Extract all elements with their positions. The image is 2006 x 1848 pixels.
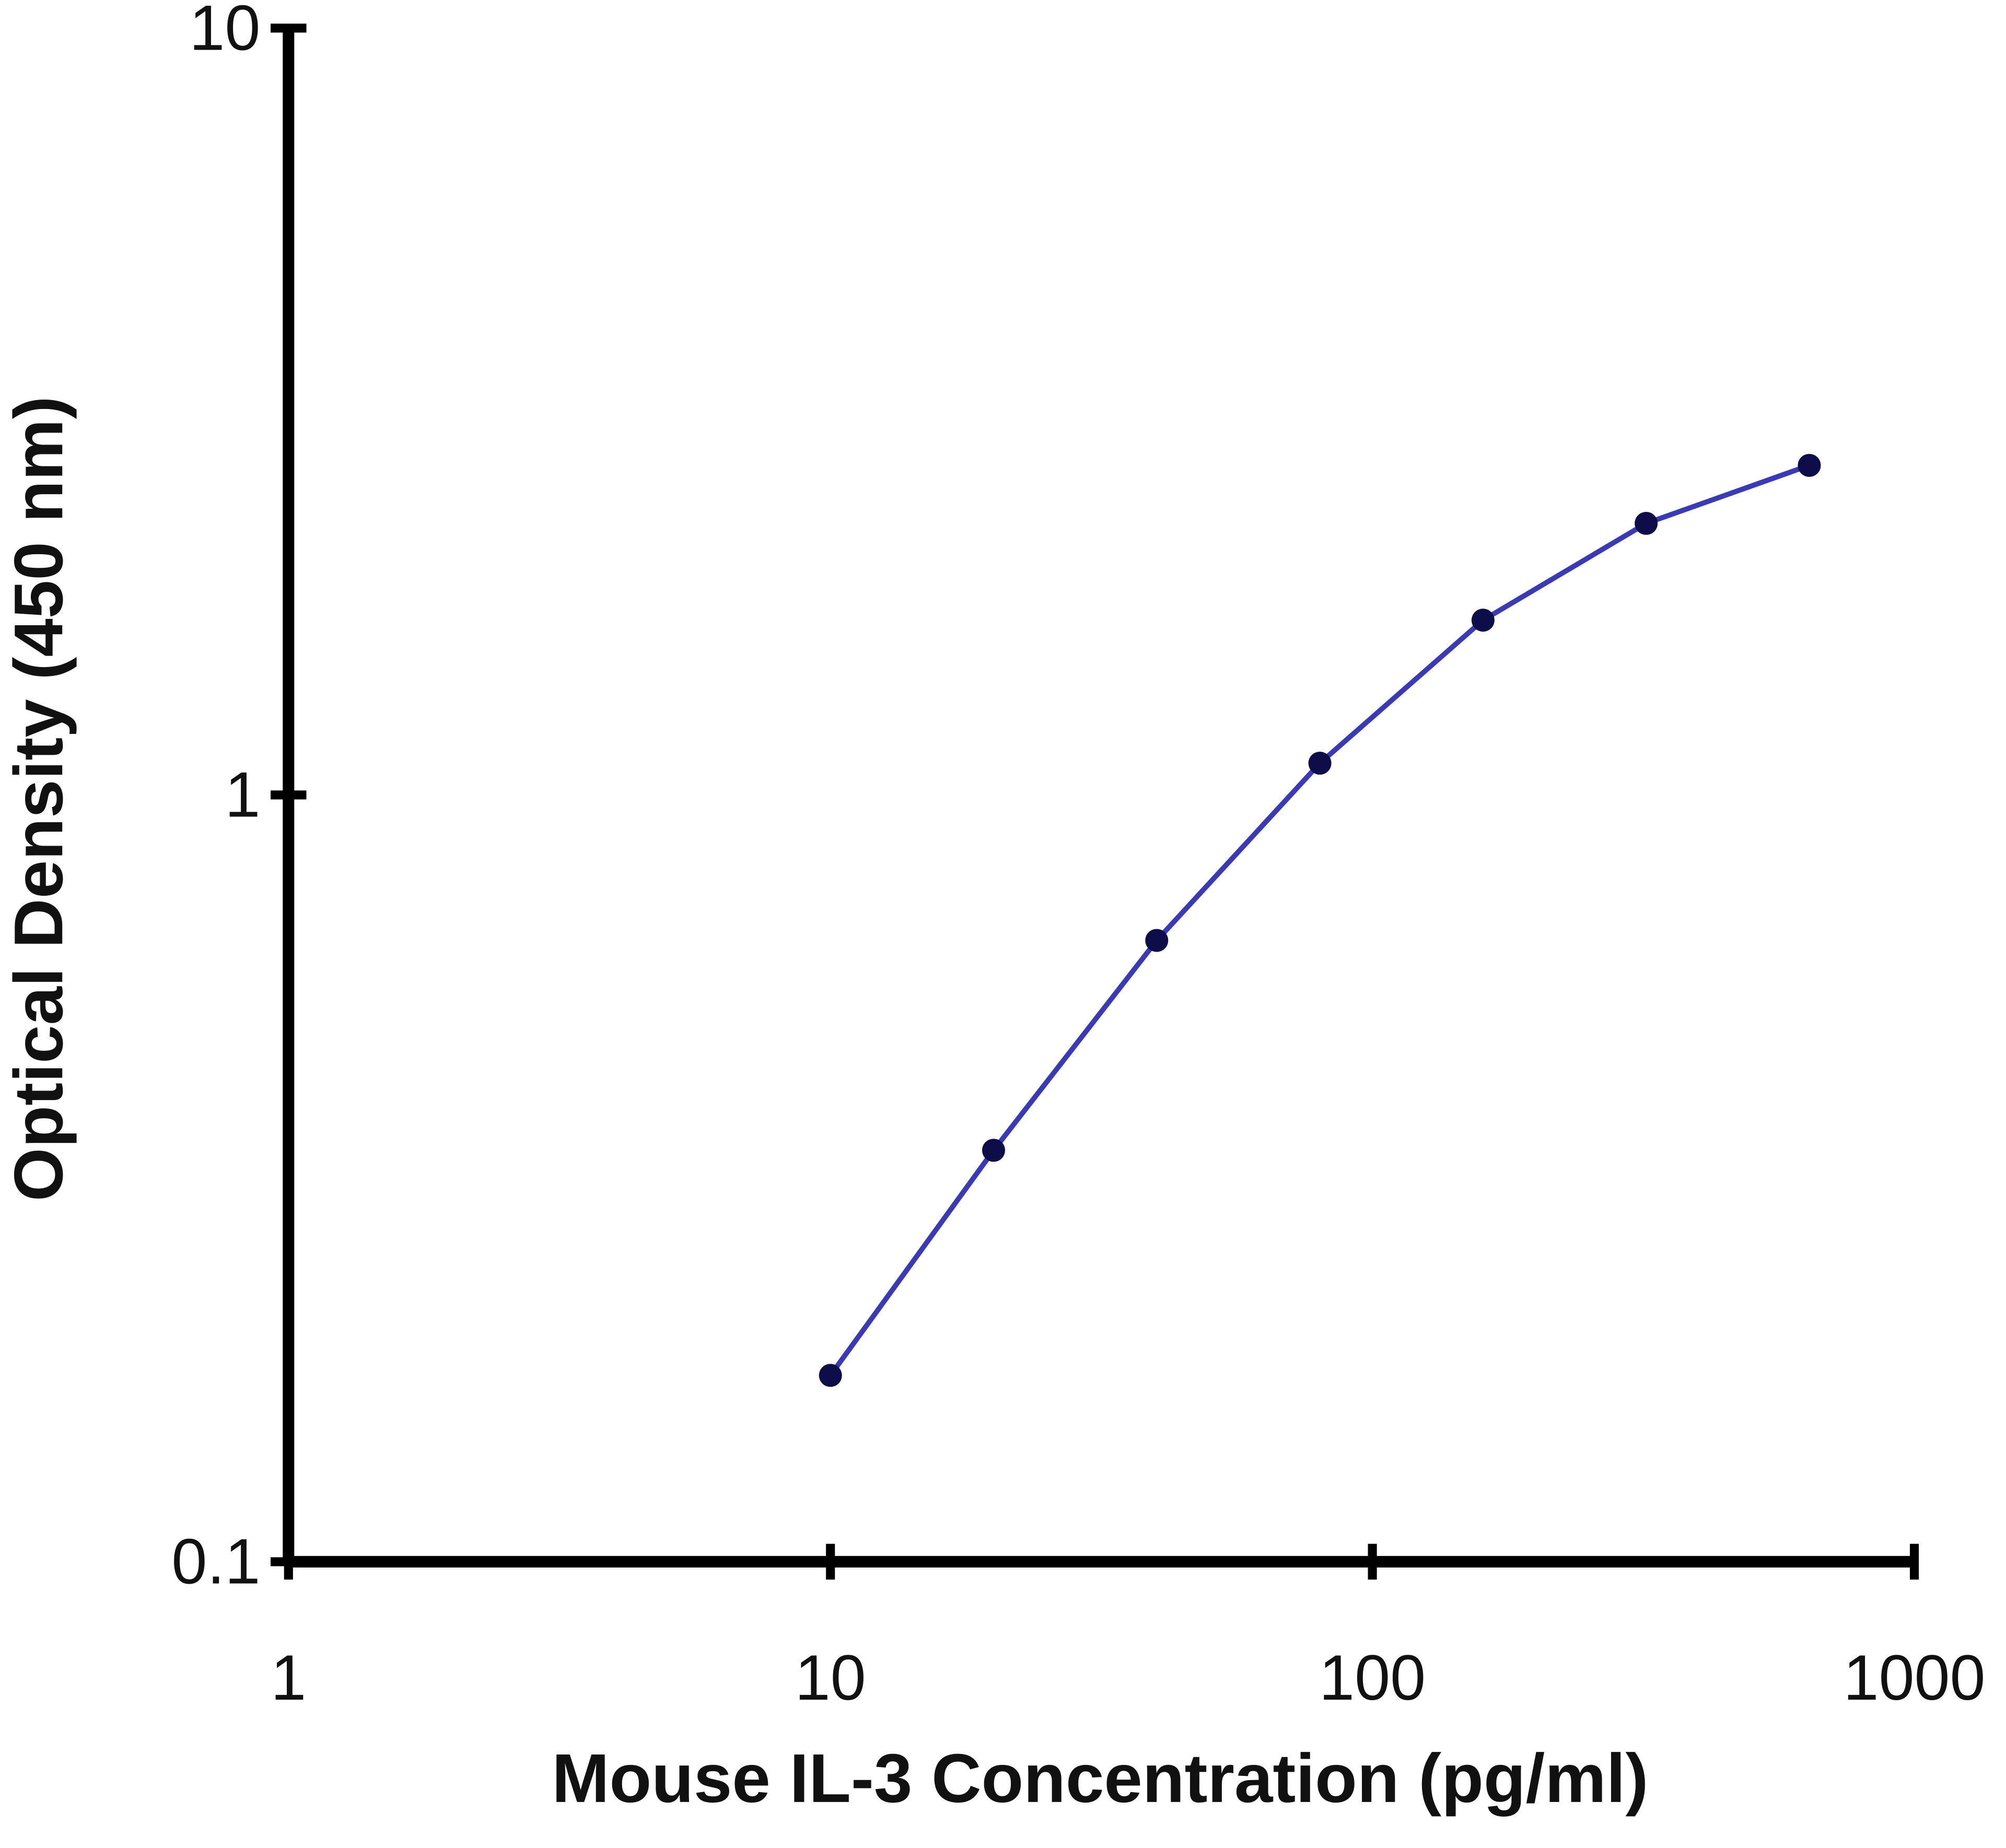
data-point [1798, 453, 1821, 477]
y-axis-title: Optical Density (450 nm) [0, 396, 77, 1201]
data-point [982, 1139, 1006, 1162]
x-axis-title: Mouse IL-3 Concentration (pg/ml) [552, 1739, 1648, 1817]
data-point [1471, 609, 1495, 632]
y-tick-label: 0.1 [171, 1526, 260, 1597]
x-tick-label: 1 [271, 1642, 306, 1713]
x-tick-label: 100 [1319, 1642, 1426, 1713]
data-point [1635, 512, 1658, 535]
data-point [1145, 929, 1169, 952]
x-tick-label: 10 [795, 1642, 866, 1713]
y-tick-label: 1 [225, 758, 260, 830]
y-tick-label: 10 [189, 0, 260, 63]
data-point [819, 1364, 842, 1387]
data-point [1308, 752, 1332, 775]
data-line [828, 463, 1811, 1377]
x-tick-label: 1000 [1843, 1642, 1985, 1713]
